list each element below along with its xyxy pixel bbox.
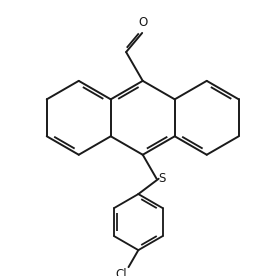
Text: O: O — [139, 16, 148, 29]
Text: Cl: Cl — [116, 268, 127, 276]
Text: S: S — [159, 172, 166, 185]
